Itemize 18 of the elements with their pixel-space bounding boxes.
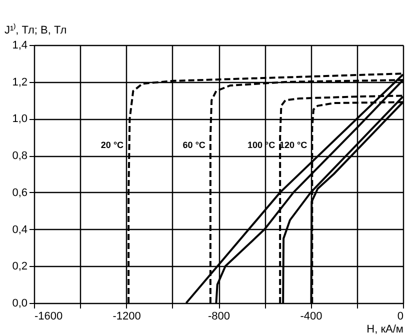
- y-tick-label: 0,0: [12, 298, 28, 310]
- x-tick-label: 0: [397, 310, 404, 322]
- y-tick-label: 0,4: [12, 224, 28, 236]
- annotation: 60 °C: [182, 140, 206, 150]
- y-tick-label: 1,4: [12, 40, 28, 52]
- y-tick-label: 1,0: [12, 113, 28, 126]
- y-tick-label: 1,2: [12, 76, 28, 88]
- annotation: 20 °C: [100, 140, 124, 150]
- annotation: 120 °C: [280, 140, 308, 150]
- x-axis-title: H, кА/м: [366, 324, 404, 336]
- x-tick-label: -1200: [112, 310, 141, 322]
- x-tick-label: -1600: [34, 310, 63, 322]
- x-tick-label: -400: [300, 310, 322, 322]
- y-tick-label: 0,2: [12, 260, 28, 273]
- y-tick-label: 0,6: [12, 186, 28, 199]
- y-axis-title: J¹⁾, Тл; B, Тл: [4, 24, 67, 36]
- y-tick-label: 0,8: [12, 150, 28, 162]
- x-tick-label: -800: [208, 310, 230, 322]
